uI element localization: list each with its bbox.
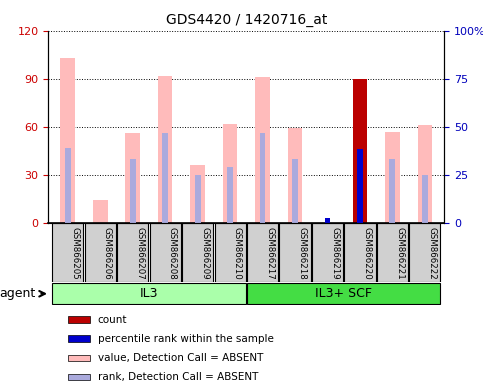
Bar <box>68 336 90 342</box>
Text: GSM866218: GSM866218 <box>298 227 307 280</box>
Bar <box>247 283 440 304</box>
Bar <box>190 165 205 223</box>
Text: GSM866209: GSM866209 <box>200 227 209 280</box>
Text: GSM866220: GSM866220 <box>363 227 371 280</box>
Text: count: count <box>98 314 128 324</box>
Bar <box>68 374 90 380</box>
Bar <box>158 76 172 223</box>
Bar <box>68 316 90 323</box>
Text: agent: agent <box>0 287 35 300</box>
Text: GSM866207: GSM866207 <box>135 227 144 280</box>
Text: GSM866206: GSM866206 <box>103 227 112 280</box>
Bar <box>85 223 116 282</box>
Text: value, Detection Call = ABSENT: value, Detection Call = ABSENT <box>98 353 263 363</box>
Bar <box>409 223 440 282</box>
Text: IL3+ SCF: IL3+ SCF <box>315 287 372 300</box>
Bar <box>344 223 376 282</box>
Bar <box>312 223 343 282</box>
Bar <box>377 223 408 282</box>
Bar <box>357 149 363 223</box>
Bar <box>150 223 181 282</box>
Text: GSM866222: GSM866222 <box>427 227 437 280</box>
Text: GSM866208: GSM866208 <box>168 227 177 280</box>
Bar <box>280 223 311 282</box>
Bar <box>288 128 302 223</box>
Bar <box>422 175 428 223</box>
Text: GSM866210: GSM866210 <box>233 227 242 280</box>
Bar <box>389 159 396 223</box>
Bar <box>353 79 367 223</box>
Bar <box>227 167 233 223</box>
Bar <box>385 132 400 223</box>
Bar <box>130 159 136 223</box>
Bar <box>60 58 75 223</box>
Text: GSM866219: GSM866219 <box>330 227 339 280</box>
Title: GDS4420 / 1420716_at: GDS4420 / 1420716_at <box>166 13 327 27</box>
Bar <box>255 77 270 223</box>
Bar <box>247 223 278 282</box>
Bar <box>214 223 246 282</box>
Bar <box>162 133 168 223</box>
Bar <box>117 223 148 282</box>
Bar <box>223 124 238 223</box>
Bar <box>126 133 140 223</box>
Text: rank, Detection Call = ABSENT: rank, Detection Call = ABSENT <box>98 372 258 382</box>
Bar <box>418 125 432 223</box>
Bar <box>292 159 298 223</box>
Bar <box>182 223 213 282</box>
Bar <box>260 133 266 223</box>
Text: IL3: IL3 <box>140 287 158 300</box>
Text: GSM866221: GSM866221 <box>395 227 404 280</box>
Bar <box>93 200 108 223</box>
Text: percentile rank within the sample: percentile rank within the sample <box>98 334 274 344</box>
Bar <box>195 175 200 223</box>
Bar <box>65 147 71 223</box>
Bar <box>52 283 246 304</box>
Bar <box>68 355 90 361</box>
Text: GSM866205: GSM866205 <box>71 227 79 280</box>
Bar <box>52 223 84 282</box>
Text: GSM866217: GSM866217 <box>265 227 274 280</box>
Bar <box>325 218 330 223</box>
